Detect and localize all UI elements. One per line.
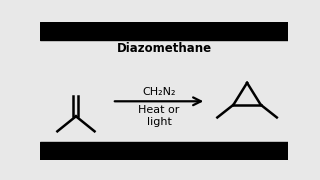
Text: CH₂N₂: CH₂N₂ bbox=[142, 87, 176, 97]
Bar bbox=[40, 142, 288, 160]
Text: Diazomethane: Diazomethane bbox=[116, 42, 212, 55]
Bar bbox=[40, 22, 288, 40]
Text: Heat or
light: Heat or light bbox=[138, 105, 180, 127]
Text: Electrophilic Addition of Carbenes:: Electrophilic Addition of Carbenes: bbox=[49, 27, 279, 40]
